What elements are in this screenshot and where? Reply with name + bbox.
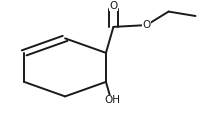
Text: O: O <box>142 20 151 30</box>
Text: OH: OH <box>105 95 121 105</box>
Text: O: O <box>109 1 118 11</box>
